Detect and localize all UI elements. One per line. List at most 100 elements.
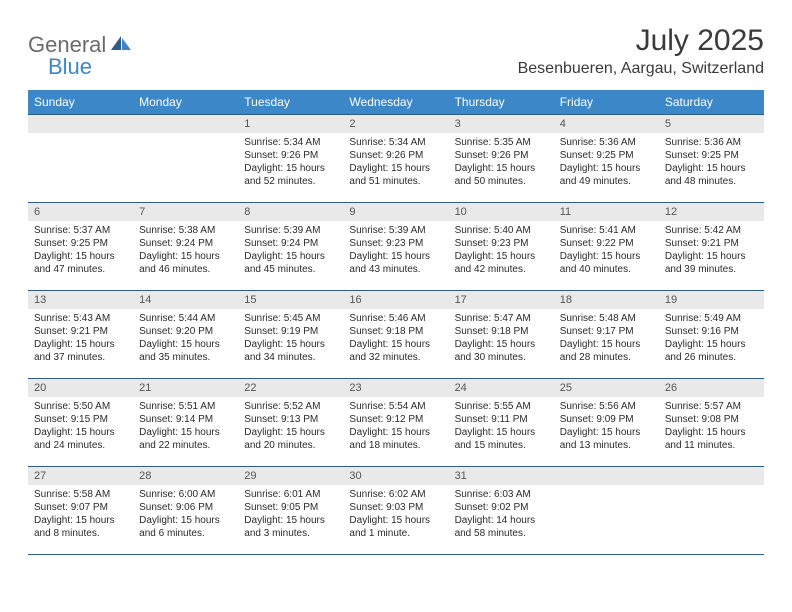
calendar-day-cell: 7Sunrise: 5:38 AMSunset: 9:24 PMDaylight… bbox=[133, 203, 238, 291]
daylight-text: Daylight: 15 hours and 18 minutes. bbox=[349, 426, 442, 452]
day-number: 31 bbox=[449, 467, 554, 485]
sunrise-text: Sunrise: 5:57 AM bbox=[665, 400, 758, 413]
daylight-text: Daylight: 15 hours and 48 minutes. bbox=[665, 162, 758, 188]
sunset-text: Sunset: 9:20 PM bbox=[139, 325, 232, 338]
day-content bbox=[659, 485, 764, 537]
sunset-text: Sunset: 9:15 PM bbox=[34, 413, 127, 426]
sunrise-text: Sunrise: 5:50 AM bbox=[34, 400, 127, 413]
daylight-text: Daylight: 15 hours and 1 minute. bbox=[349, 514, 442, 540]
sunset-text: Sunset: 9:26 PM bbox=[349, 149, 442, 162]
weekday-header: Wednesday bbox=[343, 90, 448, 115]
calendar-empty-cell bbox=[554, 467, 659, 555]
day-number: 19 bbox=[659, 291, 764, 309]
daylight-text: Daylight: 15 hours and 24 minutes. bbox=[34, 426, 127, 452]
daylight-text: Daylight: 15 hours and 52 minutes. bbox=[244, 162, 337, 188]
sunrise-text: Sunrise: 6:00 AM bbox=[139, 488, 232, 501]
day-number: 23 bbox=[343, 379, 448, 397]
daylight-text: Daylight: 15 hours and 3 minutes. bbox=[244, 514, 337, 540]
day-number: 16 bbox=[343, 291, 448, 309]
sunrise-text: Sunrise: 5:52 AM bbox=[244, 400, 337, 413]
daylight-text: Daylight: 15 hours and 34 minutes. bbox=[244, 338, 337, 364]
weekday-row: SundayMondayTuesdayWednesdayThursdayFrid… bbox=[28, 90, 764, 115]
day-number: 8 bbox=[238, 203, 343, 221]
daylight-text: Daylight: 15 hours and 50 minutes. bbox=[455, 162, 548, 188]
sunrise-text: Sunrise: 5:51 AM bbox=[139, 400, 232, 413]
day-content: Sunrise: 5:34 AMSunset: 9:26 PMDaylight:… bbox=[238, 133, 343, 192]
day-content: Sunrise: 5:35 AMSunset: 9:26 PMDaylight:… bbox=[449, 133, 554, 192]
sunrise-text: Sunrise: 5:47 AM bbox=[455, 312, 548, 325]
sunrise-text: Sunrise: 5:49 AM bbox=[665, 312, 758, 325]
weekday-header: Thursday bbox=[449, 90, 554, 115]
day-content: Sunrise: 5:56 AMSunset: 9:09 PMDaylight:… bbox=[554, 397, 659, 456]
calendar-day-cell: 29Sunrise: 6:01 AMSunset: 9:05 PMDayligh… bbox=[238, 467, 343, 555]
day-content: Sunrise: 5:36 AMSunset: 9:25 PMDaylight:… bbox=[659, 133, 764, 192]
calendar-day-cell: 28Sunrise: 6:00 AMSunset: 9:06 PMDayligh… bbox=[133, 467, 238, 555]
day-number: 5 bbox=[659, 115, 764, 133]
day-content: Sunrise: 6:03 AMSunset: 9:02 PMDaylight:… bbox=[449, 485, 554, 544]
day-content: Sunrise: 5:38 AMSunset: 9:24 PMDaylight:… bbox=[133, 221, 238, 280]
weekday-header: Saturday bbox=[659, 90, 764, 115]
day-content: Sunrise: 5:45 AMSunset: 9:19 PMDaylight:… bbox=[238, 309, 343, 368]
day-content: Sunrise: 5:58 AMSunset: 9:07 PMDaylight:… bbox=[28, 485, 133, 544]
day-number: 15 bbox=[238, 291, 343, 309]
sunset-text: Sunset: 9:13 PM bbox=[244, 413, 337, 426]
calendar-day-cell: 22Sunrise: 5:52 AMSunset: 9:13 PMDayligh… bbox=[238, 379, 343, 467]
calendar-week-row: 27Sunrise: 5:58 AMSunset: 9:07 PMDayligh… bbox=[28, 467, 764, 555]
sunset-text: Sunset: 9:16 PM bbox=[665, 325, 758, 338]
daylight-text: Daylight: 15 hours and 20 minutes. bbox=[244, 426, 337, 452]
day-content: Sunrise: 5:39 AMSunset: 9:24 PMDaylight:… bbox=[238, 221, 343, 280]
day-content: Sunrise: 5:52 AMSunset: 9:13 PMDaylight:… bbox=[238, 397, 343, 456]
sunset-text: Sunset: 9:11 PM bbox=[455, 413, 548, 426]
sunrise-text: Sunrise: 6:01 AM bbox=[244, 488, 337, 501]
daylight-text: Daylight: 15 hours and 15 minutes. bbox=[455, 426, 548, 452]
daylight-text: Daylight: 15 hours and 39 minutes. bbox=[665, 250, 758, 276]
calendar-week-row: 13Sunrise: 5:43 AMSunset: 9:21 PMDayligh… bbox=[28, 291, 764, 379]
day-content: Sunrise: 6:01 AMSunset: 9:05 PMDaylight:… bbox=[238, 485, 343, 544]
daylight-text: Daylight: 15 hours and 35 minutes. bbox=[139, 338, 232, 364]
sunrise-text: Sunrise: 5:56 AM bbox=[560, 400, 653, 413]
day-number: 26 bbox=[659, 379, 764, 397]
sunrise-text: Sunrise: 5:34 AM bbox=[244, 136, 337, 149]
sunset-text: Sunset: 9:26 PM bbox=[244, 149, 337, 162]
day-number: 20 bbox=[28, 379, 133, 397]
sunrise-text: Sunrise: 5:39 AM bbox=[244, 224, 337, 237]
day-content: Sunrise: 5:51 AMSunset: 9:14 PMDaylight:… bbox=[133, 397, 238, 456]
calendar-day-cell: 12Sunrise: 5:42 AMSunset: 9:21 PMDayligh… bbox=[659, 203, 764, 291]
day-number bbox=[28, 115, 133, 133]
sunset-text: Sunset: 9:19 PM bbox=[244, 325, 337, 338]
day-content bbox=[554, 485, 659, 537]
daylight-text: Daylight: 15 hours and 40 minutes. bbox=[560, 250, 653, 276]
day-number bbox=[133, 115, 238, 133]
day-content: Sunrise: 5:55 AMSunset: 9:11 PMDaylight:… bbox=[449, 397, 554, 456]
day-content: Sunrise: 5:44 AMSunset: 9:20 PMDaylight:… bbox=[133, 309, 238, 368]
day-number: 29 bbox=[238, 467, 343, 485]
sunrise-text: Sunrise: 5:35 AM bbox=[455, 136, 548, 149]
weekday-header: Monday bbox=[133, 90, 238, 115]
daylight-text: Daylight: 15 hours and 22 minutes. bbox=[139, 426, 232, 452]
calendar-empty-cell bbox=[133, 115, 238, 203]
calendar-day-cell: 30Sunrise: 6:02 AMSunset: 9:03 PMDayligh… bbox=[343, 467, 448, 555]
day-content: Sunrise: 5:34 AMSunset: 9:26 PMDaylight:… bbox=[343, 133, 448, 192]
sunset-text: Sunset: 9:06 PM bbox=[139, 501, 232, 514]
calendar-head: SundayMondayTuesdayWednesdayThursdayFrid… bbox=[28, 90, 764, 115]
day-number: 9 bbox=[343, 203, 448, 221]
calendar-day-cell: 31Sunrise: 6:03 AMSunset: 9:02 PMDayligh… bbox=[449, 467, 554, 555]
day-number: 17 bbox=[449, 291, 554, 309]
day-content: Sunrise: 5:43 AMSunset: 9:21 PMDaylight:… bbox=[28, 309, 133, 368]
day-content bbox=[133, 133, 238, 185]
calendar-day-cell: 4Sunrise: 5:36 AMSunset: 9:25 PMDaylight… bbox=[554, 115, 659, 203]
brand-sail-icon bbox=[110, 34, 132, 57]
calendar-day-cell: 27Sunrise: 5:58 AMSunset: 9:07 PMDayligh… bbox=[28, 467, 133, 555]
daylight-text: Daylight: 15 hours and 46 minutes. bbox=[139, 250, 232, 276]
calendar-day-cell: 2Sunrise: 5:34 AMSunset: 9:26 PMDaylight… bbox=[343, 115, 448, 203]
brand-part2: Blue bbox=[48, 54, 92, 79]
sunset-text: Sunset: 9:03 PM bbox=[349, 501, 442, 514]
month-title: July 2025 bbox=[518, 24, 764, 58]
calendar-day-cell: 23Sunrise: 5:54 AMSunset: 9:12 PMDayligh… bbox=[343, 379, 448, 467]
calendar-body: 1Sunrise: 5:34 AMSunset: 9:26 PMDaylight… bbox=[28, 115, 764, 555]
calendar-day-cell: 25Sunrise: 5:56 AMSunset: 9:09 PMDayligh… bbox=[554, 379, 659, 467]
sunset-text: Sunset: 9:18 PM bbox=[349, 325, 442, 338]
sunset-text: Sunset: 9:23 PM bbox=[455, 237, 548, 250]
day-number bbox=[554, 467, 659, 485]
sunrise-text: Sunrise: 5:44 AM bbox=[139, 312, 232, 325]
